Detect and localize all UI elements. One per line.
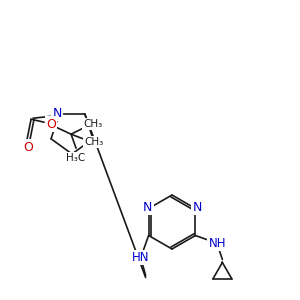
Text: CH₃: CH₃	[84, 137, 104, 147]
Text: CH₃: CH₃	[83, 119, 103, 129]
Text: NH: NH	[208, 237, 226, 250]
Text: N: N	[52, 107, 62, 120]
Text: O: O	[46, 118, 56, 131]
Text: HN: HN	[132, 251, 149, 264]
Text: O: O	[23, 141, 33, 154]
Text: H₃C: H₃C	[66, 153, 86, 163]
Text: N: N	[193, 201, 202, 214]
Text: N: N	[143, 201, 152, 214]
